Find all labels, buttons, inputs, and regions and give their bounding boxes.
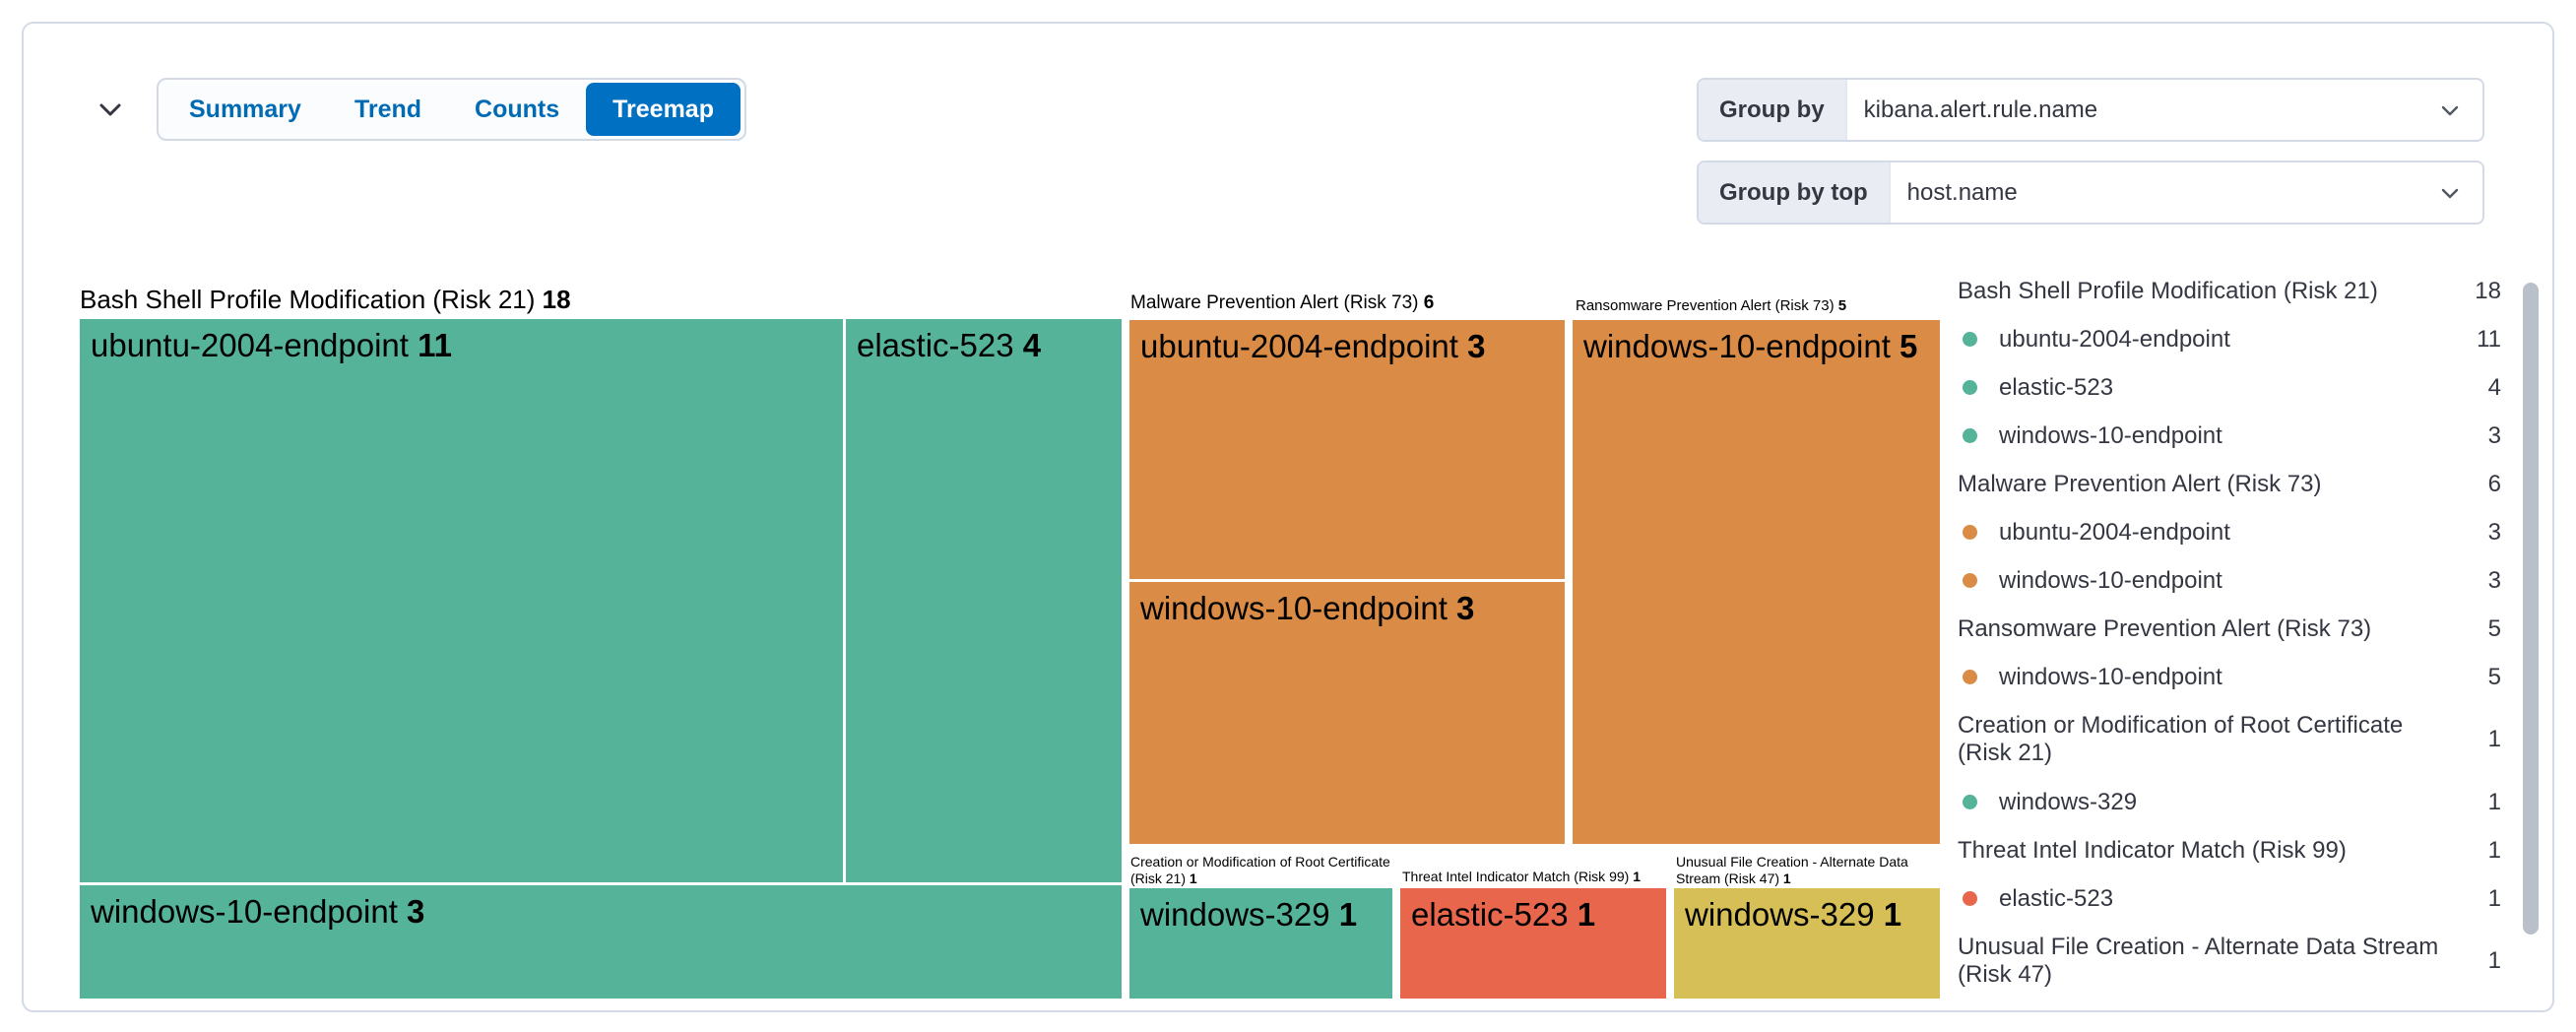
- legend-item[interactable]: ubuntu-2004-endpoint 11: [1958, 315, 2501, 363]
- treemap-cell[interactable]: windows-329 1: [1674, 888, 1940, 999]
- legend-scrollbar[interactable]: [2523, 283, 2539, 935]
- group-by-label: Group by: [1699, 80, 1847, 140]
- treemap-cell[interactable]: elastic-523 1: [1400, 888, 1666, 999]
- group-by-value: kibana.alert.rule.name: [1863, 96, 2098, 123]
- treemap-cell[interactable]: windows-10-endpoint 3: [1129, 582, 1565, 844]
- chevron-down-icon: [2437, 80, 2482, 140]
- group-by-top-select[interactable]: Group by top host.name: [1697, 161, 2484, 225]
- treemap-cell[interactable]: ubuntu-2004-endpoint 11: [80, 319, 843, 882]
- chevron-down-icon: [2437, 162, 2482, 223]
- legend-color-dot: [1963, 428, 1977, 443]
- legend-item[interactable]: elastic-523 1: [1958, 874, 2501, 923]
- legend-section: Creation or Modification of Root Certifi…: [1958, 712, 2501, 766]
- legend-section: Bash Shell Profile Modification (Risk 21…: [1958, 277, 2501, 304]
- legend-item[interactable]: ubuntu-2004-endpoint 3: [1958, 508, 2501, 556]
- treemap-group-header: Creation or Modification of Root Certifi…: [1130, 854, 1390, 886]
- alerts-visualization-panel: Summary Trend Counts Treemap Group by ki…: [22, 22, 2554, 1012]
- tab-treemap[interactable]: Treemap: [586, 83, 741, 136]
- legend-color-dot: [1963, 525, 1977, 540]
- treemap-group-header: Malware Prevention Alert (Risk 73) 6: [1130, 292, 1435, 313]
- treemap-group-header: Ransomware Prevention Alert (Risk 73) 5: [1576, 297, 1847, 314]
- legend-color-dot: [1963, 380, 1977, 395]
- group-by-select[interactable]: Group by kibana.alert.rule.name: [1697, 78, 2484, 142]
- legend-item[interactable]: windows-10-endpoint 5: [1958, 653, 2501, 701]
- treemap-group-header: Threat Intel Indicator Match (Risk 99) 1: [1402, 869, 1641, 884]
- tab-trend[interactable]: Trend: [328, 83, 448, 136]
- treemap-group-header: Unusual File Creation - Alternate Data S…: [1676, 854, 1908, 886]
- legend-section: Malware Prevention Alert (Risk 73) 6: [1958, 470, 2501, 497]
- legend-color-dot: [1963, 573, 1977, 588]
- legend-color-dot: [1963, 891, 1977, 906]
- group-by-top-label: Group by top: [1699, 162, 1891, 223]
- chevron-down-icon: [95, 94, 126, 128]
- tab-summary[interactable]: Summary: [162, 83, 328, 136]
- tab-counts[interactable]: Counts: [448, 83, 586, 136]
- legend-section: Ransomware Prevention Alert (Risk 73) 5: [1958, 614, 2501, 642]
- legend-section: Unusual File Creation - Alternate Data S…: [1958, 934, 2501, 988]
- group-by-top-value: host.name: [1906, 178, 2018, 206]
- treemap-group-header: Bash Shell Profile Modification (Risk 21…: [80, 285, 571, 314]
- legend-item[interactable]: windows-10-endpoint 3: [1958, 556, 2501, 605]
- chart-type-button-group: Summary Trend Counts Treemap: [157, 78, 746, 141]
- legend-section: Threat Intel Indicator Match (Risk 99) 1: [1958, 836, 2501, 864]
- chart-legend: Bash Shell Profile Modification (Risk 21…: [1958, 267, 2501, 1000]
- treemap-cell[interactable]: elastic-523 4: [846, 319, 1122, 882]
- legend-item[interactable]: windows-10-endpoint 3: [1958, 412, 2501, 460]
- legend-color-dot: [1963, 332, 1977, 347]
- legend-item[interactable]: elastic-523 4: [1958, 363, 2501, 412]
- legend-item[interactable]: windows-329 1: [1958, 778, 2501, 826]
- legend-color-dot: [1963, 670, 1977, 684]
- legend-color-dot: [1963, 795, 1977, 809]
- treemap-cell[interactable]: windows-10-endpoint 5: [1573, 320, 1940, 844]
- treemap-cell[interactable]: windows-10-endpoint 3: [80, 885, 1122, 999]
- collapse-toggle-button[interactable]: [89, 91, 132, 130]
- treemap-cell[interactable]: ubuntu-2004-endpoint 3: [1129, 320, 1565, 579]
- treemap-cell[interactable]: windows-329 1: [1129, 888, 1392, 999]
